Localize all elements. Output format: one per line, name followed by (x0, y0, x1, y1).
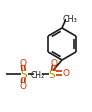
Bar (34, 71, 42, 77)
Bar (21, 71, 28, 78)
Text: CH₂: CH₂ (31, 70, 45, 79)
Bar (20, 59, 26, 65)
Bar (20, 83, 26, 89)
Bar (51, 59, 57, 65)
Text: O: O (20, 82, 26, 91)
Text: CH₃: CH₃ (63, 15, 77, 24)
Text: S: S (49, 69, 55, 79)
Text: O: O (20, 58, 26, 67)
Text: O: O (62, 69, 69, 78)
Text: O: O (51, 58, 58, 67)
Bar (48, 71, 55, 78)
Bar (63, 70, 69, 76)
Text: S: S (21, 69, 27, 79)
Bar (66, 17, 74, 23)
